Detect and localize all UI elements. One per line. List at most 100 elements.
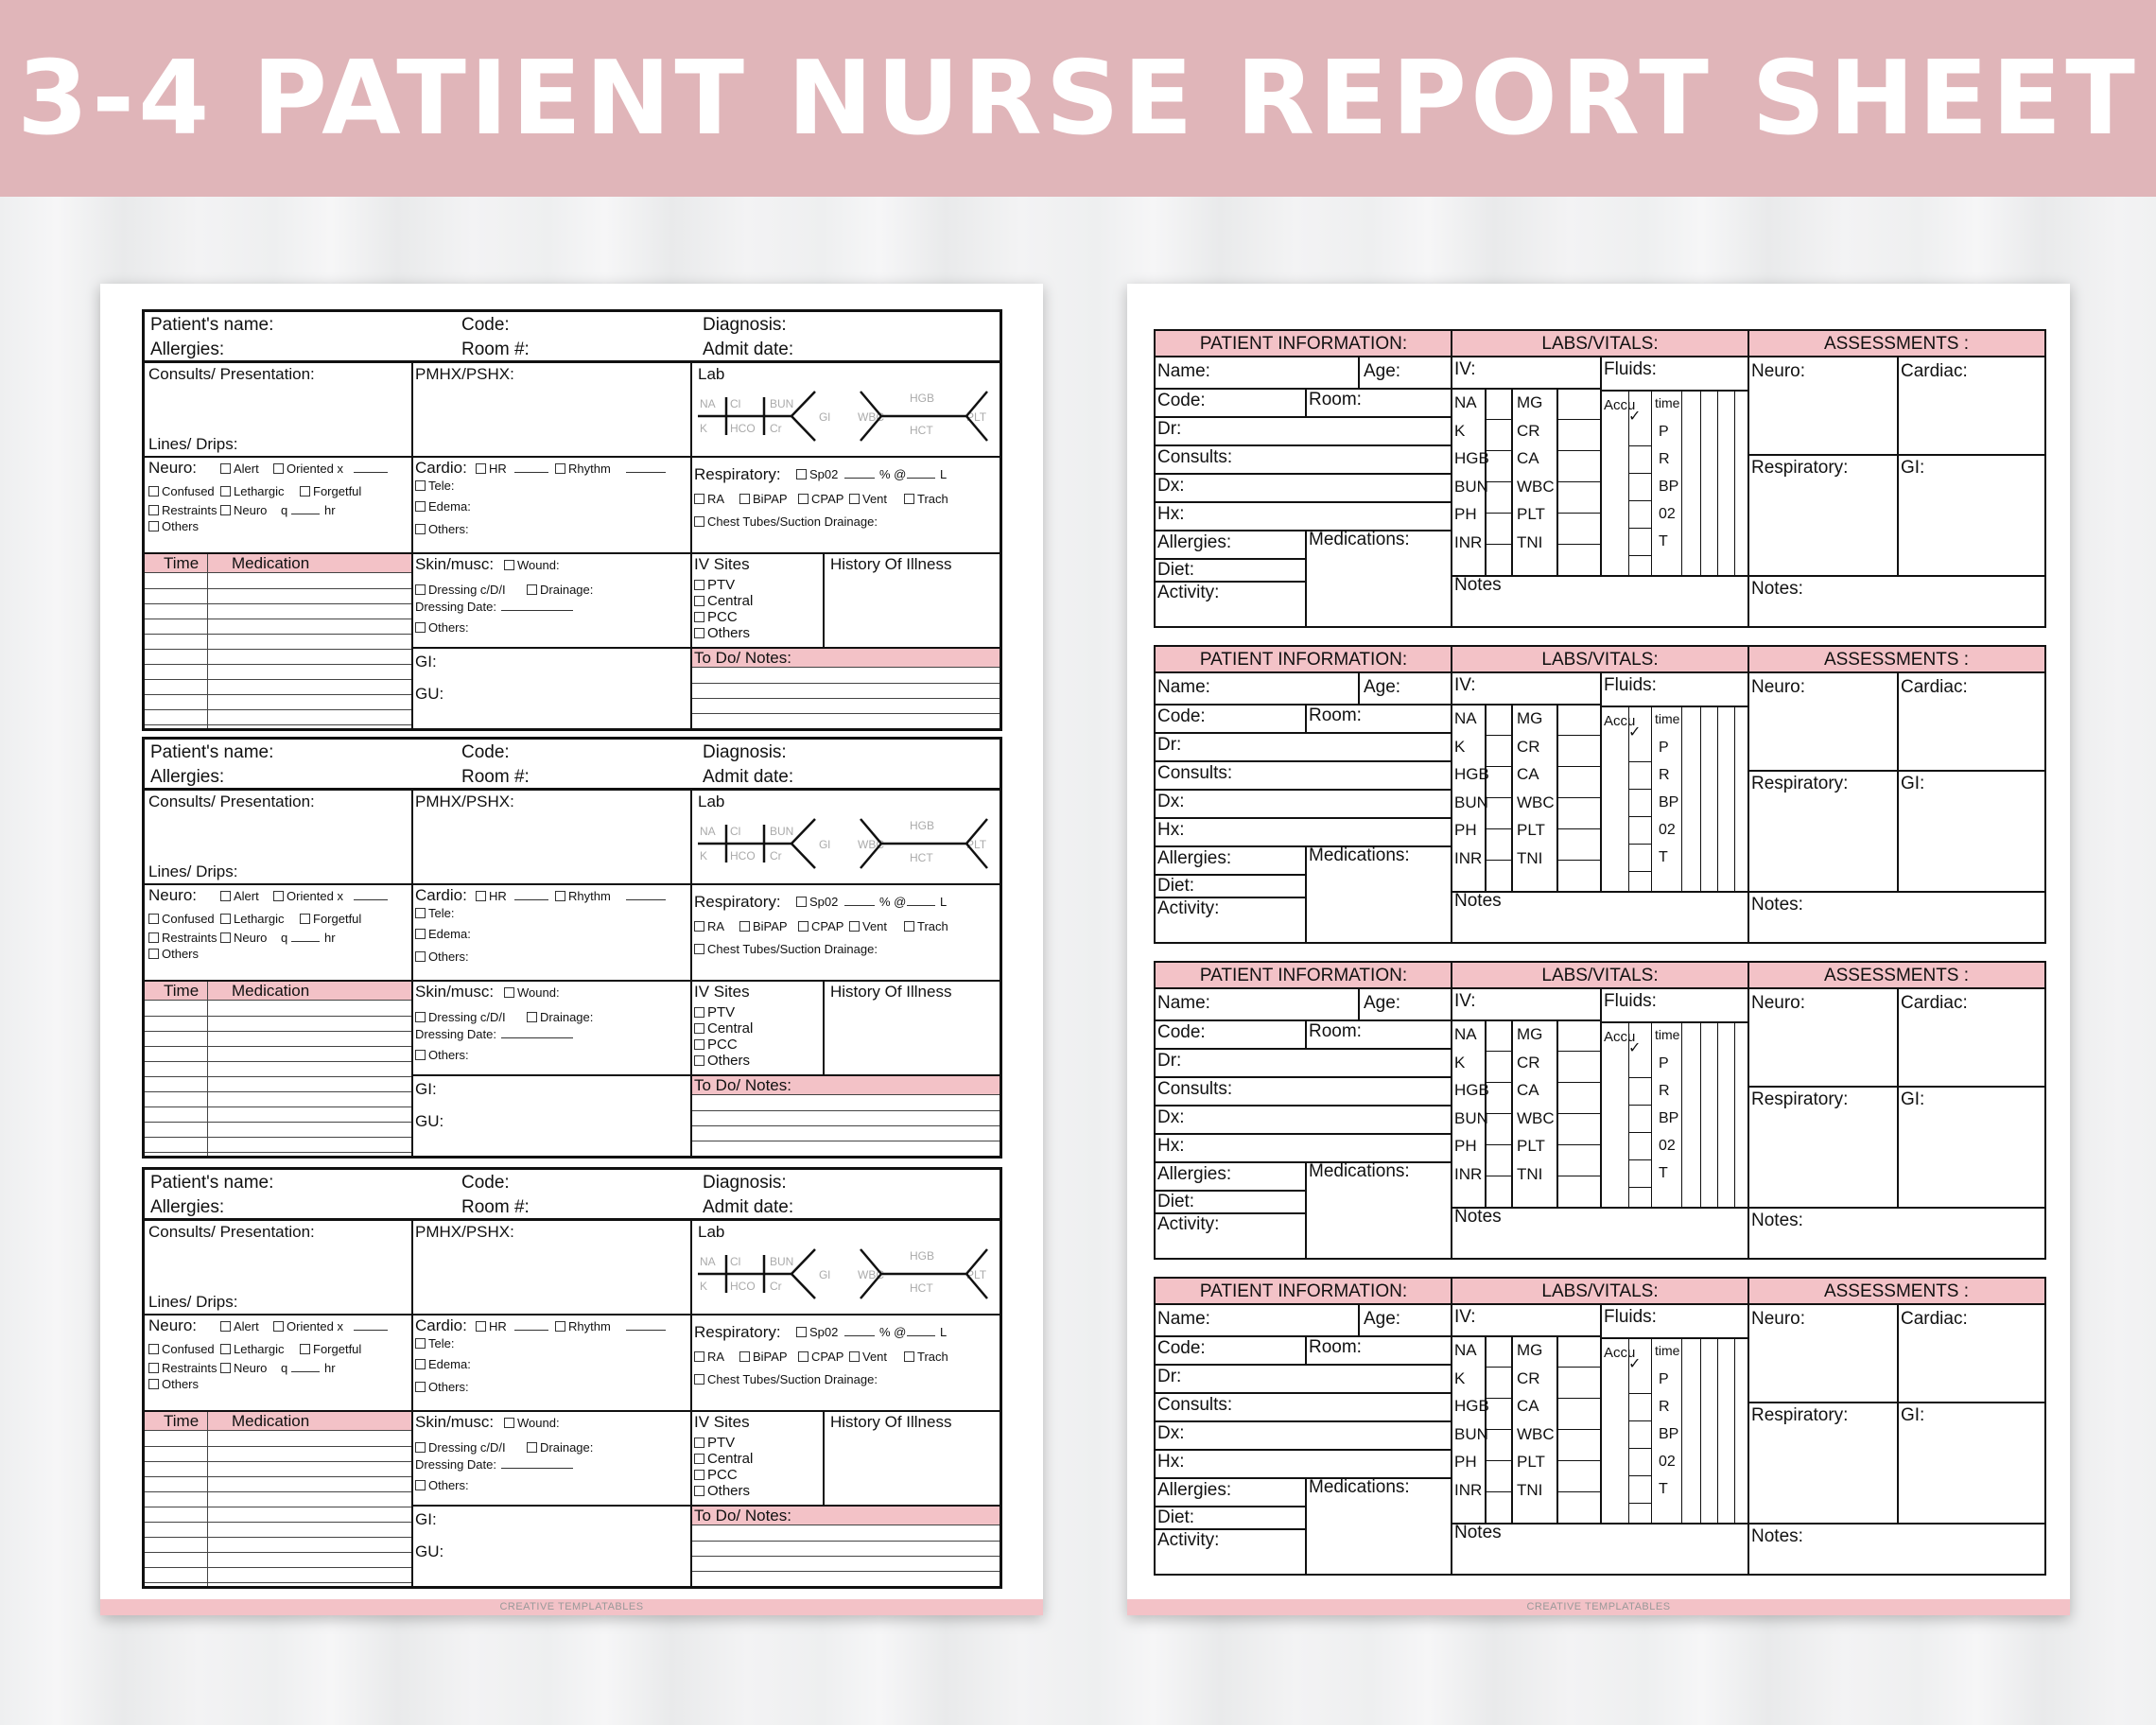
checkbox[interactable] bbox=[148, 521, 159, 531]
checkbox[interactable] bbox=[694, 1055, 704, 1066]
cardio-others-checkbox[interactable]: Others: bbox=[415, 1380, 469, 1394]
rhythm-blank[interactable] bbox=[623, 889, 666, 903]
alert-checkbox[interactable]: Alert bbox=[220, 1319, 259, 1333]
ptv-checkbox[interactable]: PTV bbox=[694, 577, 735, 593]
iv-others-checkbox[interactable]: Others bbox=[694, 1053, 750, 1069]
dressing-checkbox[interactable]: Dressing c/D/I bbox=[415, 583, 506, 597]
lab-cell[interactable]: Lab NA Cl BUN Gl K HCO Cr WBC HGB HCT PLT bbox=[692, 791, 1000, 885]
bipap-checkbox[interactable]: BiPAP bbox=[739, 919, 788, 933]
trach-checkbox[interactable]: Trach bbox=[904, 919, 948, 933]
dressing-date-blank[interactable] bbox=[498, 1027, 573, 1041]
edema-checkbox[interactable]: Edema: bbox=[415, 1357, 471, 1371]
alert-checkbox[interactable]: Alert bbox=[220, 889, 259, 903]
checkbox[interactable] bbox=[694, 628, 704, 638]
checkbox[interactable] bbox=[849, 1351, 860, 1362]
spo2-blank[interactable] bbox=[842, 1325, 875, 1339]
rhythm-blank[interactable] bbox=[623, 1319, 666, 1333]
checkbox[interactable] bbox=[148, 932, 159, 943]
medication-table[interactable]: Time Medication bbox=[145, 554, 413, 728]
tele-checkbox[interactable]: Tele: bbox=[415, 479, 454, 493]
vent-checkbox[interactable]: Vent bbox=[849, 1350, 887, 1364]
central-checkbox[interactable]: Central bbox=[694, 1020, 753, 1037]
skin-musc-cell[interactable]: Skin/musc: Wound: Dressing c/D/I Drainage: D… bbox=[413, 554, 692, 649]
ptv-checkbox[interactable]: PTV bbox=[694, 1435, 735, 1451]
checkbox[interactable] bbox=[694, 580, 704, 590]
central-checkbox[interactable]: Central bbox=[694, 1451, 753, 1467]
chest-tubes-checkbox[interactable]: Chest Tubes/Suction Drainage: bbox=[694, 514, 878, 529]
checkbox[interactable] bbox=[220, 1344, 231, 1354]
oriented-checkbox[interactable]: Oriented x bbox=[273, 889, 343, 903]
checkbox[interactable] bbox=[504, 560, 514, 570]
checkbox[interactable] bbox=[694, 1351, 704, 1362]
checkbox[interactable] bbox=[220, 486, 231, 497]
respiratory-cell[interactable]: Respiratory: Sp02 % @ L RA BiPAP CPAP Vent Trach… bbox=[692, 885, 1000, 982]
checkbox[interactable] bbox=[415, 1359, 426, 1369]
dressing-checkbox[interactable]: Dressing c/D/I bbox=[415, 1010, 506, 1024]
checkbox[interactable] bbox=[796, 1327, 807, 1337]
checkbox[interactable] bbox=[694, 1039, 704, 1050]
checkbox[interactable] bbox=[796, 897, 807, 907]
checkbox[interactable] bbox=[904, 921, 914, 932]
consults-cell[interactable]: Consults/ Presentation: Lines/ Drips: bbox=[145, 1221, 413, 1316]
checkbox[interactable] bbox=[694, 1374, 704, 1385]
skin-others-checkbox[interactable]: Others: bbox=[415, 1048, 469, 1062]
oriented-checkbox[interactable]: Oriented x bbox=[273, 462, 343, 476]
checkbox[interactable] bbox=[148, 505, 159, 515]
rhythm-checkbox[interactable]: Rhythm bbox=[555, 462, 611, 476]
neuro-others-checkbox[interactable]: Others bbox=[148, 519, 199, 533]
dressing-checkbox[interactable]: Dressing c/D/I bbox=[415, 1440, 506, 1455]
consults-cell[interactable]: Consults/ Presentation: Lines/ Drips: bbox=[145, 363, 413, 458]
spo2-checkbox[interactable]: Sp02 bbox=[796, 1325, 838, 1339]
pmhx-cell[interactable]: PMHX/PSHX: bbox=[413, 1221, 692, 1316]
liters-blank[interactable] bbox=[904, 895, 935, 909]
spo2-blank[interactable] bbox=[842, 467, 875, 481]
consults-cell[interactable]: Consults/ Presentation: Lines/ Drips: bbox=[145, 791, 413, 885]
medication-table[interactable]: Time Medication bbox=[145, 982, 413, 1156]
drainage-checkbox[interactable]: Drainage: bbox=[527, 1440, 593, 1455]
checkbox[interactable] bbox=[148, 1344, 159, 1354]
checkbox[interactable] bbox=[694, 516, 704, 527]
checkbox[interactable] bbox=[415, 908, 426, 918]
checkbox[interactable] bbox=[148, 1363, 159, 1373]
checkbox[interactable] bbox=[694, 494, 704, 504]
restraints-checkbox[interactable]: Restraints bbox=[148, 503, 217, 517]
iv-sites-cell[interactable]: IV Sites PTV Central PCC Others bbox=[692, 554, 825, 649]
tele-checkbox[interactable]: Tele: bbox=[415, 1336, 454, 1350]
checkbox[interactable] bbox=[476, 463, 486, 474]
liters-blank[interactable] bbox=[904, 1325, 935, 1339]
history-cell[interactable]: History Of Illness bbox=[825, 554, 1000, 649]
spo2-checkbox[interactable]: Sp02 bbox=[796, 467, 838, 481]
wound-checkbox[interactable]: Wound: bbox=[504, 1416, 560, 1430]
checkbox[interactable] bbox=[415, 1338, 426, 1349]
checkbox[interactable] bbox=[798, 1351, 808, 1362]
gi-gu-cell[interactable]: GI: GU: bbox=[413, 1076, 692, 1156]
neuro-others-checkbox[interactable]: Others bbox=[148, 1377, 199, 1391]
drainage-checkbox[interactable]: Drainage: bbox=[527, 583, 593, 597]
lethargic-checkbox[interactable]: Lethargic bbox=[220, 912, 284, 926]
checkbox[interactable] bbox=[220, 1363, 231, 1373]
checkbox[interactable] bbox=[415, 1012, 426, 1022]
neuro-q-blank[interactable] bbox=[288, 1361, 320, 1375]
checkbox[interactable] bbox=[796, 469, 807, 479]
history-cell[interactable]: History Of Illness bbox=[825, 982, 1000, 1076]
checkbox[interactable] bbox=[220, 505, 231, 515]
bipap-checkbox[interactable]: BiPAP bbox=[739, 1350, 788, 1364]
checkbox[interactable] bbox=[300, 914, 310, 924]
checkbox[interactable] bbox=[415, 1050, 426, 1060]
checkbox[interactable] bbox=[798, 494, 808, 504]
checkbox[interactable] bbox=[904, 494, 914, 504]
checkbox[interactable] bbox=[415, 951, 426, 962]
ptv-checkbox[interactable]: PTV bbox=[694, 1004, 735, 1020]
checkbox[interactable] bbox=[415, 929, 426, 939]
rhythm-blank[interactable] bbox=[623, 462, 666, 476]
trach-checkbox[interactable]: Trach bbox=[904, 492, 948, 506]
iv-others-checkbox[interactable]: Others bbox=[694, 625, 750, 641]
checkbox[interactable] bbox=[798, 921, 808, 932]
checkbox[interactable] bbox=[415, 584, 426, 595]
checkbox[interactable] bbox=[415, 1480, 426, 1490]
checkbox[interactable] bbox=[415, 622, 426, 633]
pmhx-cell[interactable]: PMHX/PSHX: bbox=[413, 363, 692, 458]
lab-cell[interactable]: Lab NA Cl BUN Gl K HCO Cr WBC HGB HCT PLT bbox=[692, 363, 1000, 458]
checkbox[interactable] bbox=[415, 1442, 426, 1453]
checkbox[interactable] bbox=[694, 921, 704, 932]
